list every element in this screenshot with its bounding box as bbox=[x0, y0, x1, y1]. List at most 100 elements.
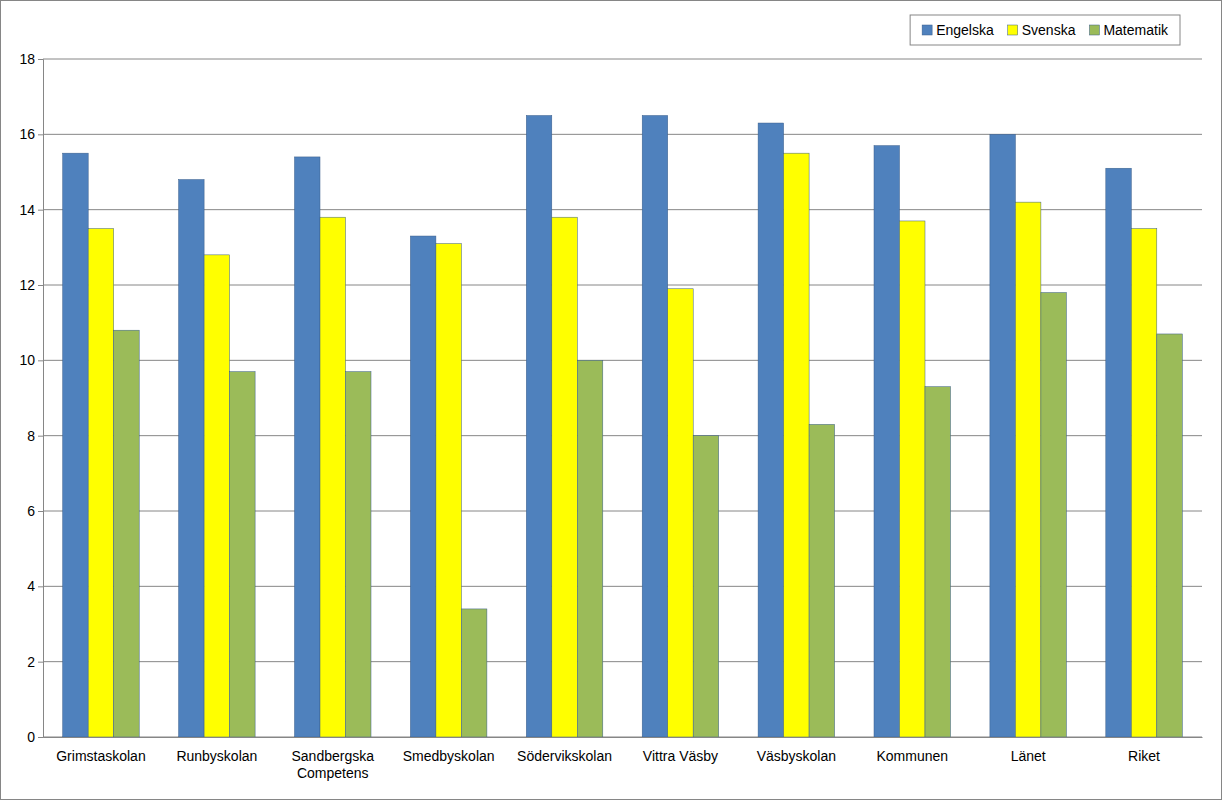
tick-label: 6 bbox=[27, 503, 35, 519]
tick: 6 bbox=[27, 503, 43, 519]
tick-mark bbox=[38, 737, 43, 738]
y-axis: 0 2 4 6 8 10 12 14 16 18 bbox=[19, 51, 43, 745]
legend-item: Engelska bbox=[922, 22, 994, 38]
tick-mark bbox=[38, 134, 43, 135]
tick-mark bbox=[38, 210, 43, 211]
tick-label: 0 bbox=[27, 729, 35, 745]
tick: 10 bbox=[19, 352, 43, 368]
series-bars bbox=[114, 293, 1183, 737]
bar bbox=[925, 387, 950, 737]
bar bbox=[88, 229, 113, 738]
tick-mark bbox=[38, 586, 43, 587]
tick: 0 bbox=[27, 729, 43, 745]
tick-label: Länet bbox=[1011, 748, 1046, 764]
tick: Väsbyskolan bbox=[757, 737, 836, 764]
tick-mark bbox=[38, 511, 43, 512]
bar bbox=[410, 236, 435, 737]
bar bbox=[990, 134, 1015, 737]
tick: 8 bbox=[27, 428, 43, 444]
tick-label: 10 bbox=[19, 352, 35, 368]
grid bbox=[43, 59, 1202, 737]
bar bbox=[874, 146, 899, 737]
bar bbox=[1157, 334, 1182, 737]
tick: 16 bbox=[19, 126, 43, 142]
tick: 14 bbox=[19, 202, 43, 218]
legend-item: Matematik bbox=[1089, 22, 1169, 38]
tick-label: 14 bbox=[19, 202, 35, 218]
tick: Grimstaskolan bbox=[56, 737, 145, 764]
chart: 0 2 4 6 8 10 12 14 16 18 Grimstaskolan Runbyskolan S… bbox=[0, 0, 1222, 800]
tick: 18 bbox=[19, 51, 43, 67]
bar bbox=[758, 123, 783, 737]
tick-label: 4 bbox=[27, 578, 35, 594]
axis-line bbox=[38, 60, 44, 738]
bar bbox=[900, 221, 925, 737]
bar bbox=[668, 289, 693, 737]
tick: Länet bbox=[1011, 737, 1046, 764]
tick-mark bbox=[38, 662, 43, 663]
bar bbox=[1131, 229, 1156, 738]
tick-mark bbox=[38, 360, 43, 361]
bar bbox=[114, 330, 139, 737]
legend-label: Svenska bbox=[1022, 22, 1076, 38]
tick: 4 bbox=[27, 578, 43, 594]
tick-label: 12 bbox=[19, 277, 35, 293]
tick: Kommunen bbox=[876, 737, 948, 764]
legend-item: Svenska bbox=[1008, 22, 1076, 38]
x-axis: Grimstaskolan Runbyskolan SandbergskaCompe… bbox=[44, 737, 1203, 781]
legend-box bbox=[910, 15, 1180, 45]
tick: 2 bbox=[27, 654, 43, 670]
series-bars bbox=[88, 153, 1157, 737]
tick-label: Grimstaskolan bbox=[56, 748, 145, 764]
legend-label: Matematik bbox=[1103, 22, 1169, 38]
tick-mark bbox=[38, 59, 43, 60]
bar bbox=[230, 372, 255, 737]
bar bbox=[1041, 293, 1066, 737]
tick-label: Riket bbox=[1128, 748, 1160, 764]
tick-label: SandbergskaCompetens bbox=[291, 748, 374, 781]
series-bars bbox=[63, 116, 1132, 738]
bar bbox=[693, 436, 718, 737]
axis-line bbox=[44, 737, 1203, 738]
tick: Södervikskolan bbox=[517, 737, 612, 764]
grid-line bbox=[43, 59, 1202, 60]
tick-label: Kommunen bbox=[876, 748, 948, 764]
legend-swatch bbox=[1089, 25, 1099, 35]
tick-label: 18 bbox=[19, 51, 35, 67]
bar bbox=[577, 360, 602, 737]
bars bbox=[63, 116, 1183, 738]
grid-line bbox=[43, 134, 1202, 135]
bar bbox=[204, 255, 229, 737]
bar bbox=[295, 157, 320, 737]
bar bbox=[345, 372, 370, 737]
bar bbox=[642, 116, 667, 738]
bar bbox=[1015, 202, 1040, 737]
legend: Engelska Svenska Matematik bbox=[910, 15, 1180, 45]
chart-border bbox=[1, 1, 1222, 800]
tick-label: 2 bbox=[27, 654, 35, 670]
bar bbox=[809, 424, 834, 737]
legend-label: Engelska bbox=[936, 22, 994, 38]
bar bbox=[784, 153, 809, 737]
bar bbox=[63, 153, 88, 737]
tick: Vittra Väsby bbox=[643, 737, 718, 764]
tick-label: Vittra Väsby bbox=[643, 748, 718, 764]
tick: Smedbyskolan bbox=[403, 737, 495, 764]
tick-label: Väsbyskolan bbox=[757, 748, 836, 764]
tick-label: Runbyskolan bbox=[176, 748, 257, 764]
tick-label: 16 bbox=[19, 126, 35, 142]
legend-swatch bbox=[922, 25, 932, 35]
tick: SandbergskaCompetens bbox=[291, 737, 374, 781]
bar bbox=[526, 116, 551, 738]
bar bbox=[320, 217, 345, 737]
tick-label: Smedbyskolan bbox=[403, 748, 495, 764]
bar bbox=[1106, 168, 1131, 737]
plot: 0 2 4 6 8 10 12 14 16 18 Grimstaskolan Runbyskolan S… bbox=[19, 51, 1202, 781]
bar bbox=[179, 180, 204, 737]
bar bbox=[461, 609, 486, 737]
tick: 12 bbox=[19, 277, 43, 293]
bar bbox=[552, 217, 577, 737]
tick-label: Södervikskolan bbox=[517, 748, 612, 764]
legend-swatch bbox=[1008, 25, 1018, 35]
bar bbox=[436, 244, 461, 737]
